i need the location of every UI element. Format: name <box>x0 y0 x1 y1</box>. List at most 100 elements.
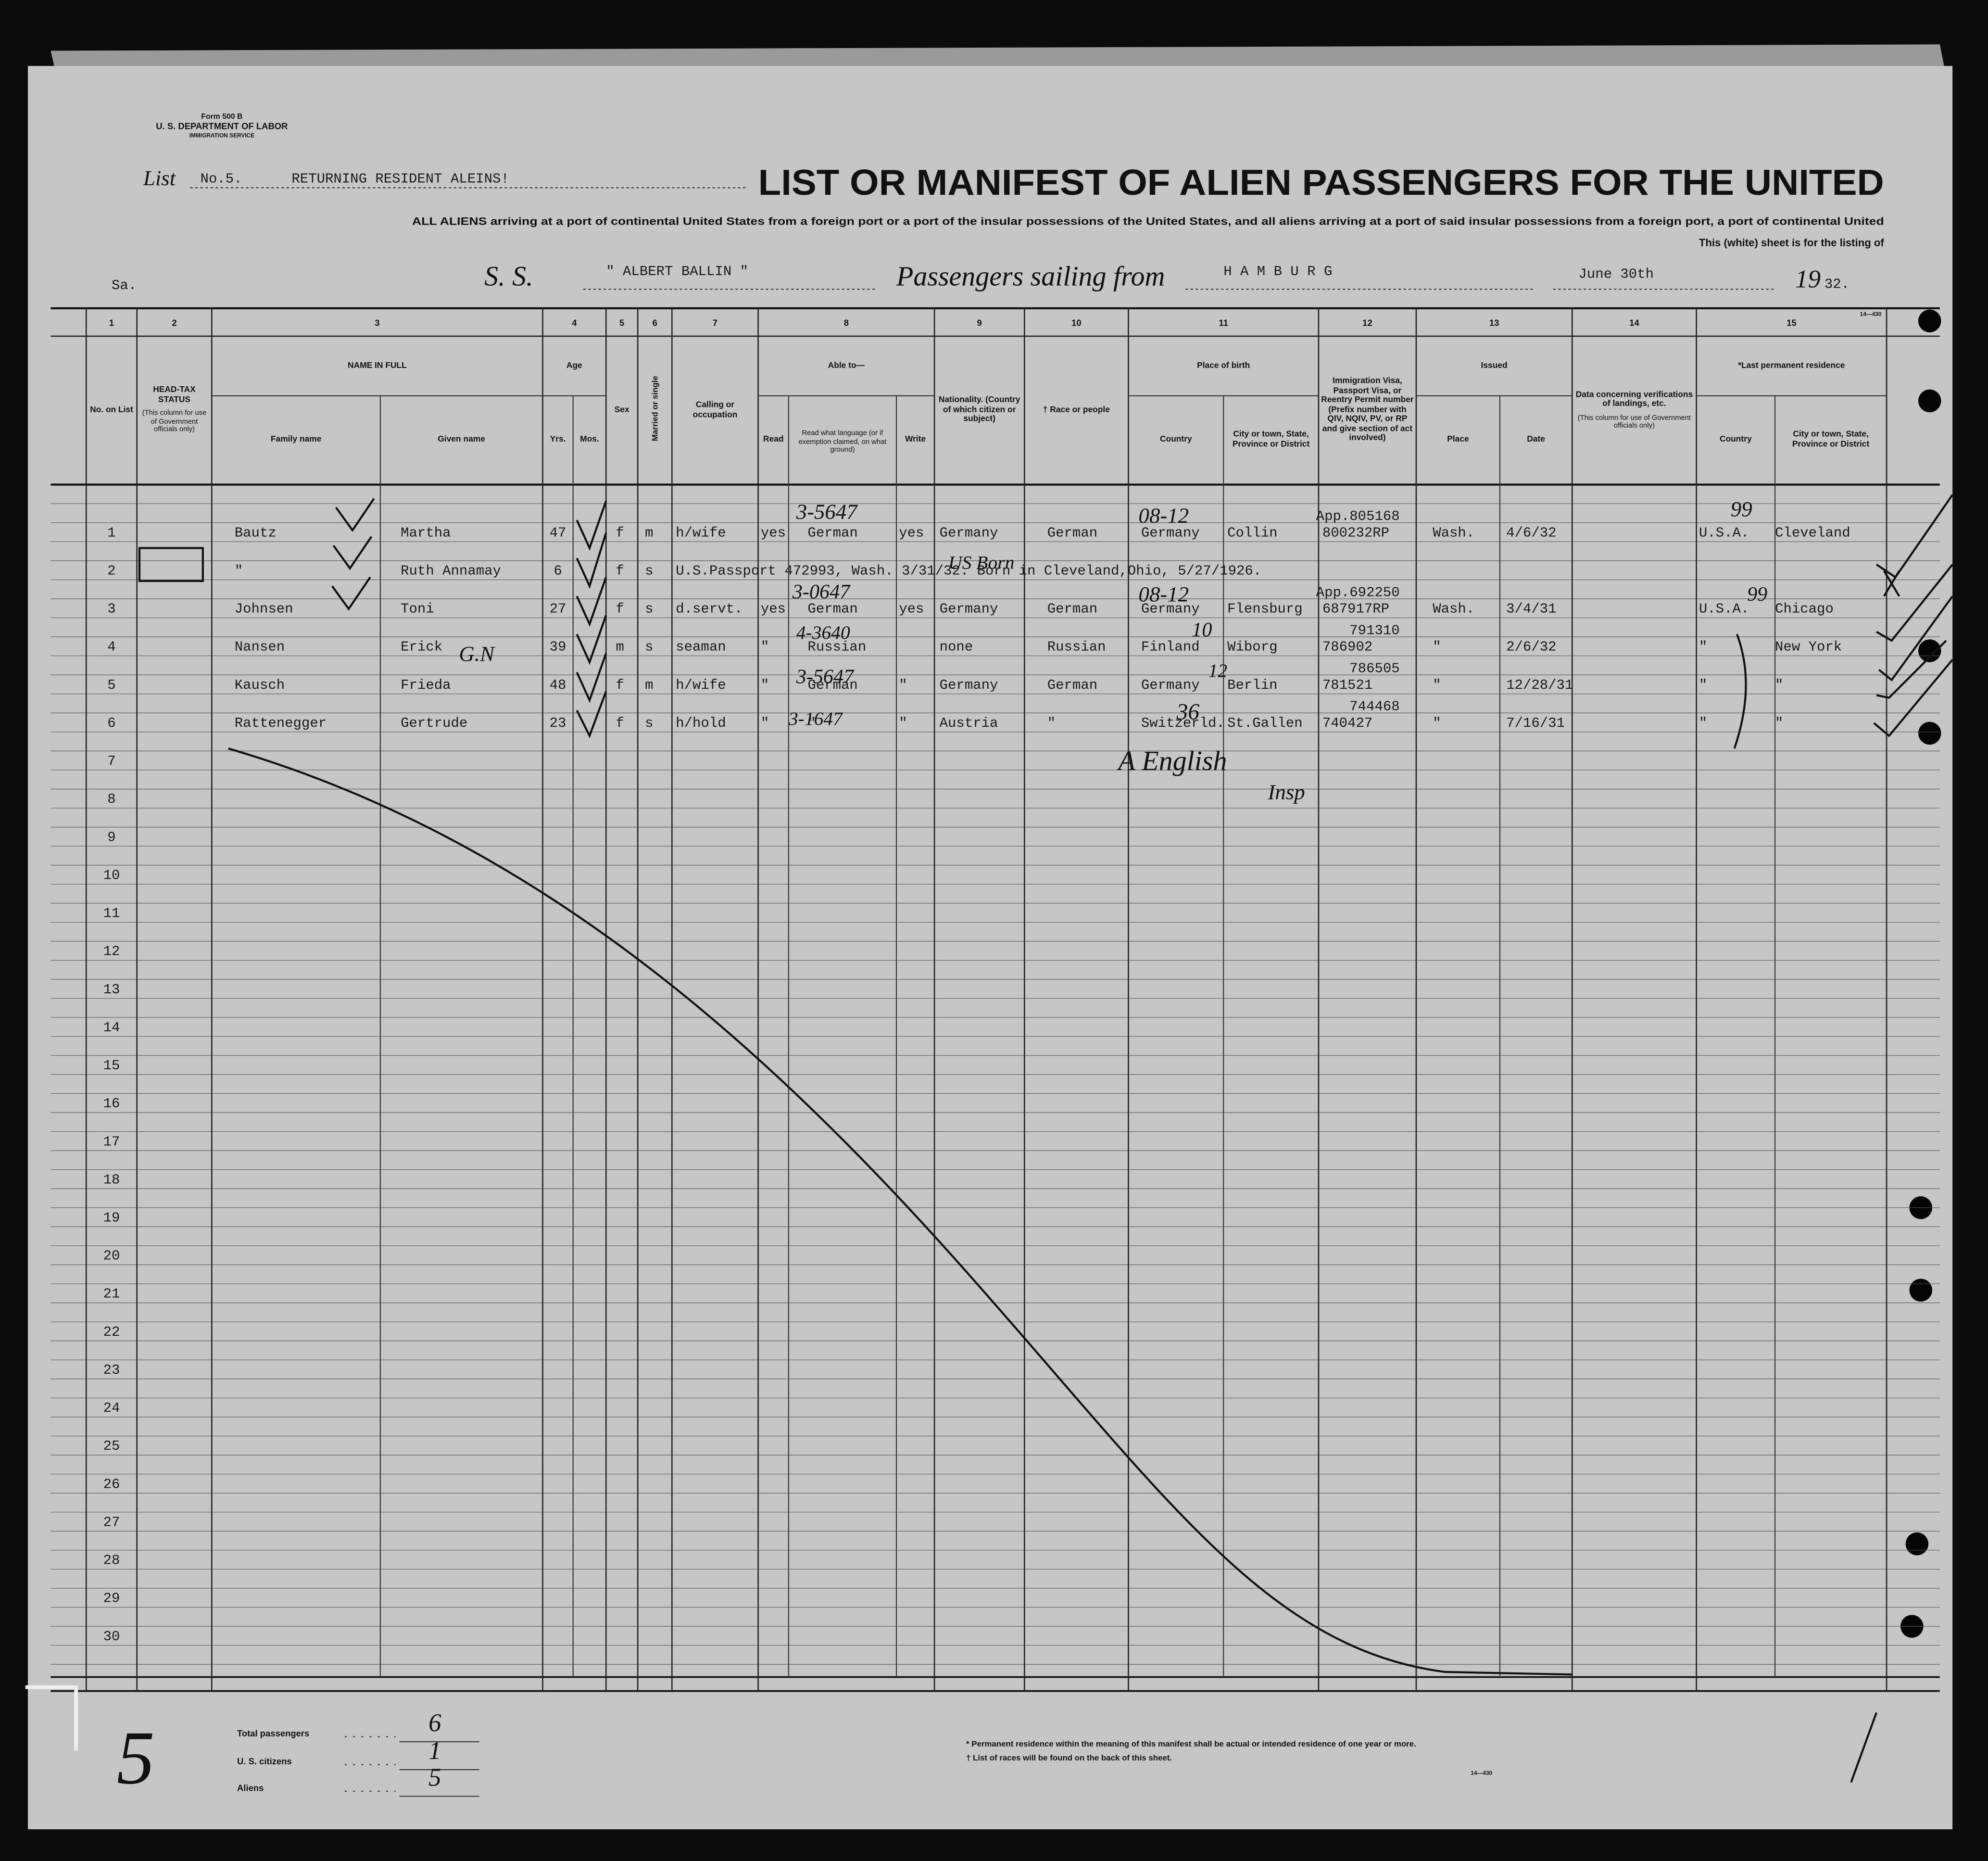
passenger-visa: 781521 <box>1322 677 1372 693</box>
handwritten-note: 36 <box>1176 700 1200 725</box>
column-header: Issued <box>1481 361 1508 370</box>
column-subheader: Country <box>1160 435 1192 444</box>
passenger-occupation: seaman <box>676 639 726 655</box>
row-number: 17 <box>103 1134 120 1150</box>
passenger-birth-country: Switzerld. <box>1141 715 1225 731</box>
column-label: Date <box>1527 435 1545 444</box>
row-number: 30 <box>103 1629 120 1645</box>
sa-label: Sa. <box>112 278 137 293</box>
visa-prefix: 786505 <box>1349 661 1399 677</box>
column-subheader-box: Date <box>1500 396 1572 485</box>
list-number: No.5. <box>201 171 242 187</box>
passenger-nationality: Germany <box>940 525 998 541</box>
column-note: (This column for use of Government offic… <box>1577 414 1691 430</box>
passenger-family: Rattenegger <box>235 715 327 731</box>
passenger-read: " <box>761 677 769 693</box>
passenger-language: German <box>807 601 857 617</box>
sheet-note: This (white) sheet is for the listing of <box>1699 237 1885 249</box>
passenger-language: Russian <box>807 639 866 655</box>
head-tax-box <box>138 547 204 582</box>
column-label: Country <box>1160 435 1192 444</box>
handwritten-note: A English <box>1116 745 1227 776</box>
row-number: 22 <box>103 1324 120 1340</box>
form-number: Form 500 B <box>201 113 242 121</box>
passenger-race: German <box>1047 601 1097 617</box>
passenger-race: German <box>1047 677 1097 693</box>
passenger-date: 7/16/31 <box>1506 715 1565 731</box>
passenger-race: " <box>1047 715 1056 731</box>
passenger-write: yes <box>899 525 924 541</box>
column-header: Age <box>566 361 582 370</box>
column-subheader: City or town, State, Province or Distric… <box>1792 430 1869 449</box>
instructions: ALL ALIENS arriving at a port of contine… <box>412 215 1884 227</box>
passenger-race: Russian <box>1047 639 1106 655</box>
passenger-date: 12/28/31 <box>1506 677 1573 693</box>
column-header: Calling or occupation <box>693 401 738 419</box>
column-number: 13 <box>1489 317 1499 328</box>
column-label: Issued <box>1481 361 1508 370</box>
passenger-family: Nansen <box>235 639 285 655</box>
column-subheader-box: City or town, State, Province or Distric… <box>1223 396 1319 485</box>
column-number: 4 <box>572 317 577 328</box>
handwritten-note: 3-1647 <box>788 708 843 729</box>
list-label: List <box>143 166 176 190</box>
column-header-box: *Last permanent residence <box>1697 336 1887 396</box>
column-subheader-box: Yrs. <box>542 396 573 485</box>
column-number: 2 <box>172 317 176 328</box>
handwritten-note: G.N <box>459 642 495 666</box>
passenger-given: Martha <box>401 525 451 541</box>
passenger-birth-city: Collin <box>1227 525 1277 541</box>
passenger-birth-city: St.Gallen <box>1227 715 1303 731</box>
column-label: Country <box>1720 435 1752 444</box>
passenger-yrs: 47 <box>550 525 566 541</box>
column-header-box: Able to— <box>758 336 934 396</box>
passenger-yrs: 6 <box>554 563 562 579</box>
ss-label: S. S. <box>484 261 533 292</box>
column-subheader: Read what language (or if exemption clai… <box>799 430 887 455</box>
passenger-date: 2/6/32 <box>1506 639 1556 655</box>
column-label: † Race or people <box>1043 405 1110 415</box>
passenger-given: Gertrude <box>401 715 467 731</box>
column-header-box: Sex <box>606 336 638 485</box>
passenger-family: Bautz <box>235 525 277 541</box>
column-number: 8 <box>844 317 849 328</box>
passenger-occupation: d.servt. <box>676 601 742 617</box>
department: U. S. DEPARTMENT OF LABOR <box>156 121 288 131</box>
passenger-read: yes <box>761 601 786 617</box>
row-number: 24 <box>103 1400 120 1416</box>
column-label: Place of birth <box>1197 361 1250 370</box>
visa-prefix: 791310 <box>1349 622 1399 638</box>
passenger-sex: f <box>616 563 624 579</box>
passenger-res-city: " <box>1775 715 1783 731</box>
column-header-box: NAME IN FULL <box>212 336 542 396</box>
list-type: RETURNING RESIDENT ALEINS! <box>291 171 509 187</box>
column-number: 11 <box>1219 317 1228 328</box>
handwritten-note: 12 <box>1208 660 1228 681</box>
row-number: 29 <box>103 1591 120 1607</box>
passenger-family: Johnsen <box>235 601 293 617</box>
passenger-yrs: 39 <box>550 639 566 655</box>
row-number: 26 <box>103 1476 120 1492</box>
column-subheader: Mos. <box>580 435 599 444</box>
column-label: Read <box>763 435 784 444</box>
service: IMMIGRATION SERVICE <box>189 132 254 139</box>
passenger-sex: f <box>616 715 624 731</box>
passenger-marital: m <box>645 525 653 541</box>
passenger-marital: s <box>645 639 653 655</box>
column-number: 1 <box>109 317 114 328</box>
passenger-nationality: Germany <box>940 601 998 617</box>
passenger-birth-city: Berlin <box>1227 677 1277 693</box>
passenger-visa: 687917RP <box>1322 601 1389 617</box>
column-label: Married or single <box>651 376 660 441</box>
column-label: Age <box>566 361 582 370</box>
column-subheader-box: Country <box>1697 396 1775 485</box>
column-label: Mos. <box>580 435 599 444</box>
passenger-res-city: " <box>1775 677 1783 693</box>
visa-prefix: App.692250 <box>1316 584 1400 600</box>
passenger-language: German <box>807 677 857 693</box>
passenger-family: Kausch <box>235 677 285 693</box>
column-subheader: Write <box>905 435 926 444</box>
passenger-nationality: Austria <box>940 715 998 731</box>
passenger-place: Wash. <box>1433 525 1474 541</box>
year-typed: 32. <box>1824 276 1850 292</box>
